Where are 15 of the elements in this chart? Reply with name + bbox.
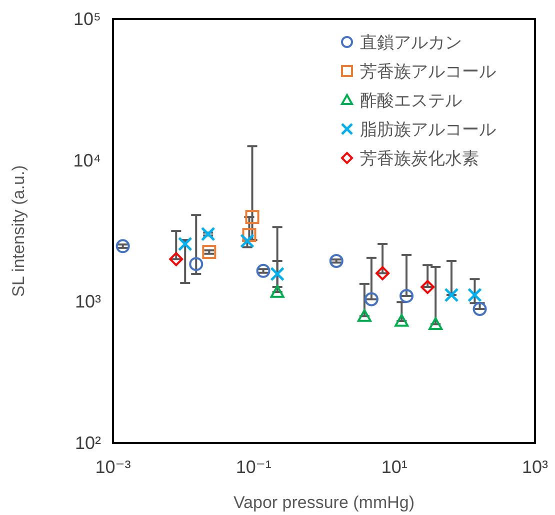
y-tick-label: 10⁴ (73, 150, 101, 170)
legend-label: 芳香族炭化水素 (360, 149, 479, 168)
x-tick-label: 10¹ (381, 457, 408, 477)
y-tick-label: 10² (74, 433, 102, 453)
x-tick-label: 10⁻¹ (236, 457, 272, 477)
y-tick-label: 10³ (74, 292, 102, 312)
y-tick-label: 10⁵ (74, 9, 101, 29)
legend-label: 脂肪族アルコール (360, 120, 496, 139)
x-tick-label: 10⁻³ (95, 457, 131, 477)
legend-label: 酢酸エステル (360, 91, 462, 110)
legend-label: 直鎖アルカン (360, 33, 462, 52)
x-axis-title: Vapor pressure (mmHg) (233, 493, 415, 512)
legend-label: 芳香族アルコール (360, 62, 496, 81)
y-axis-title: SL intensity (a.u.) (9, 165, 28, 297)
x-tick-label: 10³ (522, 457, 548, 477)
